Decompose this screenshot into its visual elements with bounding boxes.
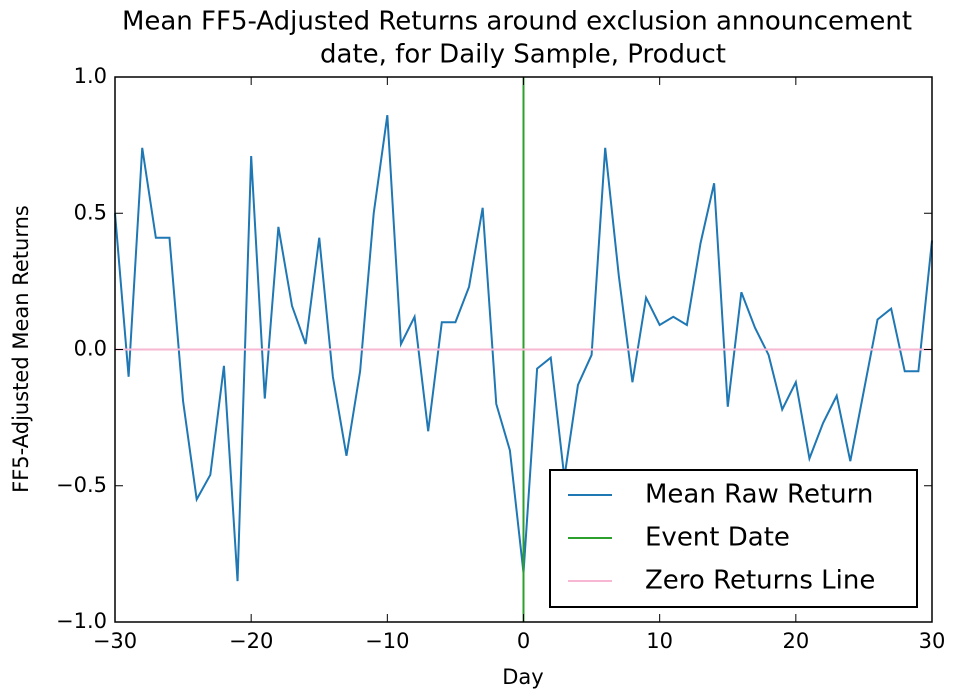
y-tick-label: 0.0	[74, 337, 107, 361]
legend-label: Zero Returns Line	[645, 566, 875, 596]
legend-label: Mean Raw Return	[645, 480, 873, 510]
chart-title: Mean FF5-Adjusted Returns around exclusi…	[122, 7, 912, 37]
x-tick-label: 10	[646, 629, 673, 653]
y-tick-label: 1.0	[74, 64, 107, 88]
chart-title: date, for Daily Sample, Product	[320, 40, 726, 70]
x-tick-label: 20	[782, 629, 809, 653]
y-tick-label: −1.0	[56, 609, 107, 633]
x-tick-label: −30	[93, 629, 137, 653]
legend-label: Event Date	[645, 523, 790, 553]
x-tick-label: −20	[229, 629, 273, 653]
y-axis-label: FF5-Adjusted Mean Returns	[9, 205, 33, 493]
x-axis-label: Day	[502, 665, 543, 689]
x-tick-label: 30	[919, 629, 946, 653]
x-tick-label: −10	[365, 629, 409, 653]
y-tick-label: 0.5	[74, 200, 107, 224]
x-tick-label: 0	[517, 629, 530, 653]
y-tick-label: −0.5	[56, 473, 107, 497]
